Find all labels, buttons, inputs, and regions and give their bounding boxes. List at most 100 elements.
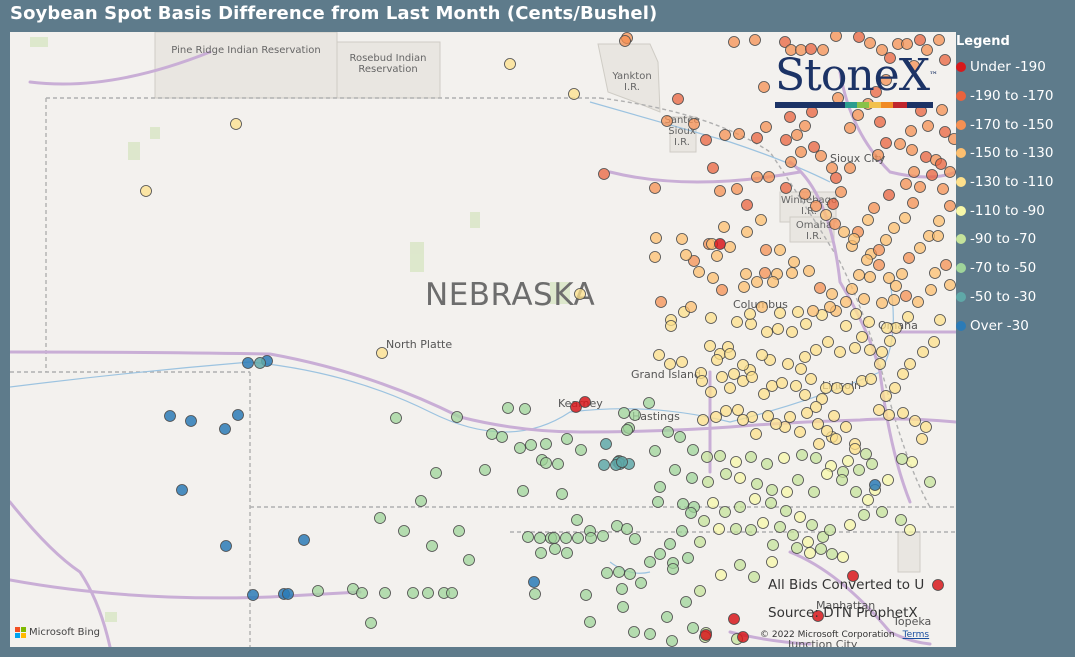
legend-item[interactable]: Under -190 bbox=[956, 53, 1075, 82]
basis-point-marker[interactable] bbox=[921, 44, 933, 56]
basis-point-marker[interactable] bbox=[756, 349, 768, 361]
basis-point-marker[interactable] bbox=[874, 116, 886, 128]
basis-point-marker[interactable] bbox=[906, 456, 918, 468]
basis-point-marker[interactable] bbox=[688, 118, 700, 130]
basis-point-marker[interactable] bbox=[644, 628, 656, 640]
basis-point-marker[interactable] bbox=[356, 587, 368, 599]
basis-point-marker[interactable] bbox=[707, 272, 719, 284]
basis-point-marker[interactable] bbox=[920, 421, 932, 433]
basis-point-marker[interactable] bbox=[826, 162, 838, 174]
basis-point-marker[interactable] bbox=[899, 212, 911, 224]
basis-point-marker[interactable] bbox=[770, 418, 782, 430]
basis-point-marker[interactable] bbox=[525, 439, 537, 451]
basis-point-marker[interactable] bbox=[616, 583, 628, 595]
basis-point-marker[interactable] bbox=[714, 450, 726, 462]
basis-point-marker[interactable] bbox=[766, 484, 778, 496]
basis-point-marker[interactable] bbox=[826, 288, 838, 300]
basis-point-marker[interactable] bbox=[422, 587, 434, 599]
basis-point-marker[interactable] bbox=[561, 547, 573, 559]
basis-point-marker[interactable] bbox=[922, 120, 934, 132]
basis-point-marker[interactable] bbox=[486, 428, 498, 440]
basis-point-marker[interactable] bbox=[759, 267, 771, 279]
basis-point-marker[interactable] bbox=[597, 530, 609, 542]
basis-point-marker[interactable] bbox=[616, 456, 628, 468]
basis-point-marker[interactable] bbox=[932, 230, 944, 242]
basis-point-marker[interactable] bbox=[519, 403, 531, 415]
basis-point-marker[interactable] bbox=[840, 421, 852, 433]
basis-point-marker[interactable] bbox=[821, 425, 833, 437]
basis-point-marker[interactable] bbox=[908, 166, 920, 178]
basis-point-marker[interactable] bbox=[812, 610, 824, 622]
basis-point-marker[interactable] bbox=[176, 484, 188, 496]
basis-point-marker[interactable] bbox=[804, 547, 816, 559]
basis-point-marker[interactable] bbox=[800, 318, 812, 330]
basis-point-marker[interactable] bbox=[672, 93, 684, 105]
basis-point-marker[interactable] bbox=[821, 468, 833, 480]
basis-point-marker[interactable] bbox=[751, 132, 763, 144]
basis-point-marker[interactable] bbox=[824, 301, 836, 313]
basis-point-marker[interactable] bbox=[908, 60, 920, 72]
basis-point-marker[interactable] bbox=[529, 588, 541, 600]
basis-point-marker[interactable] bbox=[758, 81, 770, 93]
basis-point-marker[interactable] bbox=[734, 472, 746, 484]
basis-point-marker[interactable] bbox=[655, 296, 667, 308]
basis-point-marker[interactable] bbox=[685, 507, 697, 519]
basis-point-marker[interactable] bbox=[652, 496, 664, 508]
basis-point-marker[interactable] bbox=[379, 587, 391, 599]
basis-point-marker[interactable] bbox=[664, 538, 676, 550]
basis-point-marker[interactable] bbox=[830, 433, 842, 445]
basis-point-marker[interactable] bbox=[926, 169, 938, 181]
legend-item[interactable]: -130 to -110 bbox=[956, 168, 1075, 197]
basis-point-marker[interactable] bbox=[888, 294, 900, 306]
basis-point-marker[interactable] bbox=[840, 296, 852, 308]
basis-point-marker[interactable] bbox=[220, 540, 232, 552]
basis-point-marker[interactable] bbox=[890, 280, 902, 292]
basis-point-marker[interactable] bbox=[799, 188, 811, 200]
basis-point-marker[interactable] bbox=[876, 44, 888, 56]
basis-point-marker[interactable] bbox=[829, 218, 841, 230]
basis-point-marker[interactable] bbox=[795, 146, 807, 158]
basis-point-marker[interactable] bbox=[760, 244, 772, 256]
basis-point-marker[interactable] bbox=[853, 464, 865, 476]
basis-point-marker[interactable] bbox=[733, 128, 745, 140]
basis-point-marker[interactable] bbox=[880, 390, 892, 402]
basis-point-marker[interactable] bbox=[842, 455, 854, 467]
basis-point-marker[interactable] bbox=[528, 576, 540, 588]
basis-point-marker[interactable] bbox=[613, 566, 625, 578]
basis-point-marker[interactable] bbox=[900, 290, 912, 302]
basis-point-marker[interactable] bbox=[835, 186, 847, 198]
basis-point-marker[interactable] bbox=[876, 346, 888, 358]
basis-point-marker[interactable] bbox=[720, 405, 732, 417]
basis-point-marker[interactable] bbox=[540, 438, 552, 450]
basis-point-marker[interactable] bbox=[751, 478, 763, 490]
basis-point-marker[interactable] bbox=[629, 409, 641, 421]
basis-point-marker[interactable] bbox=[650, 232, 662, 244]
basis-point-marker[interactable] bbox=[649, 445, 661, 457]
basis-point-marker[interactable] bbox=[407, 587, 419, 599]
basis-point-marker[interactable] bbox=[694, 585, 706, 597]
basis-point-marker[interactable] bbox=[734, 559, 746, 571]
basis-point-marker[interactable] bbox=[786, 326, 798, 338]
basis-point-marker[interactable] bbox=[912, 296, 924, 308]
basis-point-marker[interactable] bbox=[674, 431, 686, 443]
basis-point-marker[interactable] bbox=[714, 238, 726, 250]
basis-point-marker[interactable] bbox=[844, 122, 856, 134]
basis-point-marker[interactable] bbox=[724, 348, 736, 360]
basis-point-marker[interactable] bbox=[535, 547, 547, 559]
basis-point-marker[interactable] bbox=[560, 532, 572, 544]
basis-point-marker[interactable] bbox=[905, 125, 917, 137]
basis-point-marker[interactable] bbox=[242, 357, 254, 369]
basis-point-marker[interactable] bbox=[830, 172, 842, 184]
basis-point-marker[interactable] bbox=[365, 617, 377, 629]
basis-point-marker[interactable] bbox=[796, 449, 808, 461]
basis-point-marker[interactable] bbox=[791, 542, 803, 554]
basis-point-marker[interactable] bbox=[834, 346, 846, 358]
basis-point-marker[interactable] bbox=[282, 588, 294, 600]
basis-point-marker[interactable] bbox=[540, 457, 552, 469]
basis-point-marker[interactable] bbox=[694, 536, 706, 548]
basis-point-marker[interactable] bbox=[894, 138, 906, 150]
basis-point-marker[interactable] bbox=[741, 226, 753, 238]
basis-point-marker[interactable] bbox=[661, 115, 673, 127]
basis-point-marker[interactable] bbox=[767, 276, 779, 288]
basis-point-marker[interactable] bbox=[948, 133, 957, 145]
